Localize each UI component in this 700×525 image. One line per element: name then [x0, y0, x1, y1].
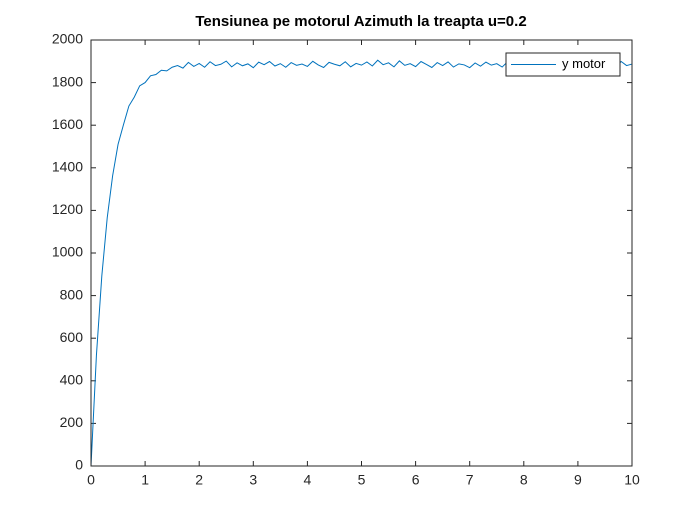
- y-tick-label: 200: [60, 414, 84, 430]
- y-tick-label: 1400: [52, 159, 83, 175]
- y-tick-label: 1600: [52, 116, 83, 132]
- y-tick-label: 1200: [52, 201, 83, 217]
- x-tick-label: 4: [304, 472, 312, 488]
- y-tick-label: 1000: [52, 244, 83, 260]
- x-tick-label: 3: [249, 472, 257, 488]
- x-tick-label: 9: [574, 472, 582, 488]
- x-tick-label: 5: [358, 472, 366, 488]
- legend: y motor: [505, 52, 621, 77]
- x-tick-label: 7: [466, 472, 474, 488]
- legend-label: y motor: [562, 56, 606, 71]
- x-tick-label: 1: [141, 472, 149, 488]
- y-tick-label: 0: [75, 457, 83, 473]
- y-tick-label: 400: [60, 372, 84, 388]
- x-tick-label: 10: [624, 472, 640, 488]
- x-tick-label: 8: [520, 472, 528, 488]
- x-tick-label: 6: [412, 472, 420, 488]
- x-tick-label: 2: [195, 472, 203, 488]
- y-tick-label: 800: [60, 286, 84, 302]
- y-tick-label: 2000: [52, 31, 83, 47]
- x-tick-label: 0: [87, 472, 95, 488]
- y-tick-label: 600: [60, 329, 84, 345]
- chart-title: Tensiunea pe motorul Azimuth la treapta …: [195, 13, 526, 30]
- plot-area: [91, 40, 632, 466]
- axes-box: [90, 39, 633, 467]
- y-tick-label: 1800: [52, 73, 83, 89]
- legend-box: [505, 52, 621, 77]
